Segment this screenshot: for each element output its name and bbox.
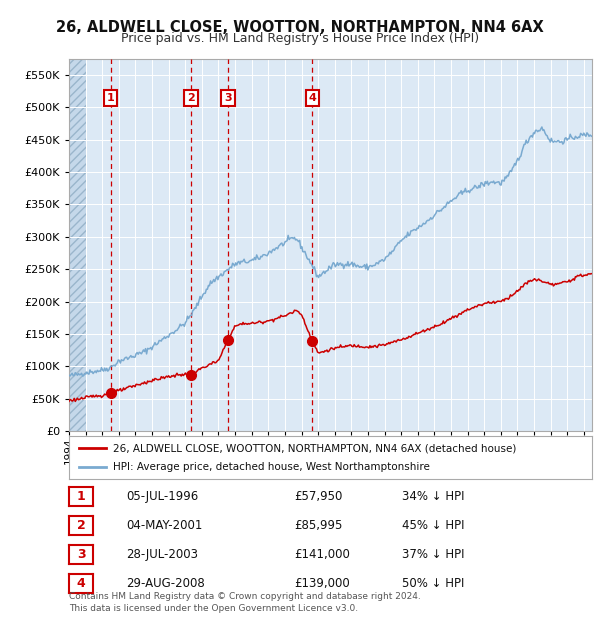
Text: 26, ALDWELL CLOSE, WOOTTON, NORTHAMPTON, NN4 6AX (detached house): 26, ALDWELL CLOSE, WOOTTON, NORTHAMPTON,… xyxy=(113,443,517,453)
Text: 26, ALDWELL CLOSE, WOOTTON, NORTHAMPTON, NN4 6AX: 26, ALDWELL CLOSE, WOOTTON, NORTHAMPTON,… xyxy=(56,20,544,35)
Text: 3: 3 xyxy=(224,93,232,103)
Text: £141,000: £141,000 xyxy=(294,548,350,561)
Text: 45% ↓ HPI: 45% ↓ HPI xyxy=(402,519,464,532)
Text: 1: 1 xyxy=(77,490,85,503)
Text: 05-JUL-1996: 05-JUL-1996 xyxy=(126,490,198,503)
Text: 29-AUG-2008: 29-AUG-2008 xyxy=(126,577,205,590)
Text: Price paid vs. HM Land Registry's House Price Index (HPI): Price paid vs. HM Land Registry's House … xyxy=(121,32,479,45)
Text: 1: 1 xyxy=(107,93,115,103)
Bar xyxy=(69,59,86,431)
Text: 50% ↓ HPI: 50% ↓ HPI xyxy=(402,577,464,590)
Text: 04-MAY-2001: 04-MAY-2001 xyxy=(126,519,202,532)
Text: £57,950: £57,950 xyxy=(294,490,343,503)
Text: 2: 2 xyxy=(77,519,85,532)
Text: 34% ↓ HPI: 34% ↓ HPI xyxy=(402,490,464,503)
Text: 2: 2 xyxy=(187,93,195,103)
Text: Contains HM Land Registry data © Crown copyright and database right 2024.
This d: Contains HM Land Registry data © Crown c… xyxy=(69,591,421,613)
Text: 28-JUL-2003: 28-JUL-2003 xyxy=(126,548,198,561)
Text: 3: 3 xyxy=(77,548,85,561)
Text: HPI: Average price, detached house, West Northamptonshire: HPI: Average price, detached house, West… xyxy=(113,463,430,472)
Text: £139,000: £139,000 xyxy=(294,577,350,590)
Text: £85,995: £85,995 xyxy=(294,519,343,532)
Text: 4: 4 xyxy=(308,93,316,103)
Text: 37% ↓ HPI: 37% ↓ HPI xyxy=(402,548,464,561)
Text: 4: 4 xyxy=(77,577,85,590)
